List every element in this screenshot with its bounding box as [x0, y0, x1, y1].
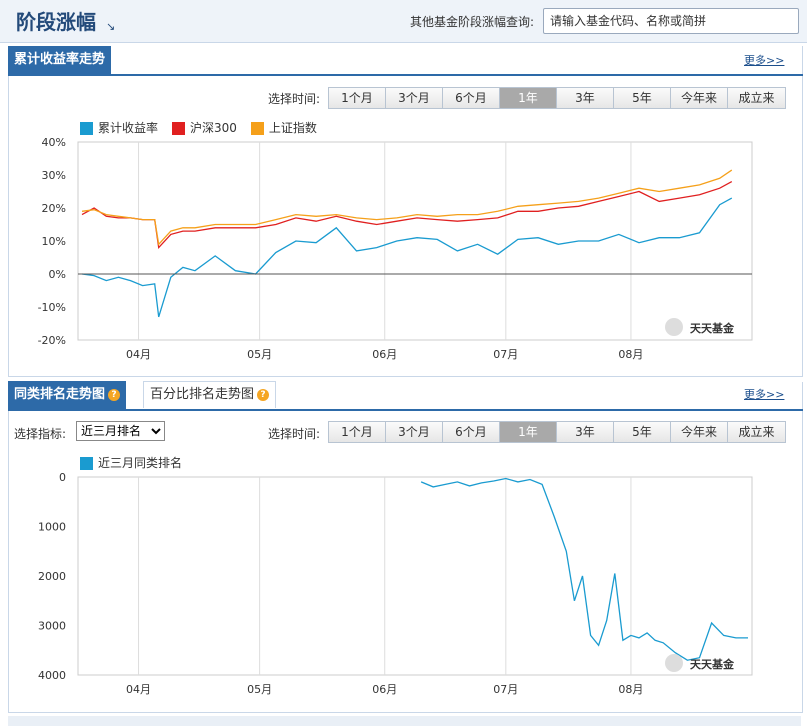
range-button-5[interactable]: 5年: [614, 88, 671, 108]
range-button-2[interactable]: 6个月: [443, 422, 500, 442]
range-button-3[interactable]: 1年: [500, 88, 557, 108]
legend-label: 沪深300: [190, 121, 237, 135]
y-tick-label: 20%: [42, 202, 66, 215]
watermark-logo-icon: [665, 654, 683, 672]
legend-label: 累计收益率: [98, 121, 159, 135]
y-tick-label: 3000: [38, 620, 66, 633]
range-button-3[interactable]: 1年: [500, 422, 557, 442]
section1-bar: [8, 46, 803, 76]
range-label-2: 选择时间:: [268, 427, 321, 441]
help-icon[interactable]: ?: [108, 388, 121, 401]
legend-item[interactable]: 上证指数: [250, 119, 317, 136]
section2-bar: [8, 381, 803, 411]
y-tick-label: -10%: [38, 301, 66, 314]
corner-arrow-icon: ↘: [106, 20, 116, 33]
x-tick-label: 07月: [493, 348, 518, 361]
legend-label: 近三月同类排名: [98, 456, 183, 470]
x-tick-label: 06月: [372, 348, 397, 361]
y-tick-label: 10%: [42, 235, 66, 248]
x-tick-label: 08月: [618, 348, 643, 361]
tab-rank-trend-label: 同类排名走势图: [14, 387, 106, 402]
x-tick-label: 08月: [618, 683, 643, 696]
more-link-1[interactable]: 更多>>: [744, 54, 785, 67]
range-button-6[interactable]: 今年来: [671, 88, 728, 108]
x-tick-label: 07月: [493, 683, 518, 696]
x-tick-label: 04月: [126, 348, 151, 361]
range-button-4[interactable]: 3年: [557, 422, 614, 442]
indicator-label: 选择指标:: [14, 427, 67, 441]
search-label: 其他基金阶段涨幅查询:: [410, 15, 535, 29]
range-button-1[interactable]: 3个月: [386, 422, 443, 442]
range-button-0[interactable]: 1个月: [329, 88, 386, 108]
legend-label: 上证指数: [268, 121, 317, 135]
range-button-4[interactable]: 3年: [557, 88, 614, 108]
watermark-logo-icon: [665, 318, 683, 336]
legend-swatch: [80, 122, 93, 135]
help-icon[interactable]: ?: [257, 388, 270, 401]
y-tick-label: 0: [59, 471, 66, 484]
range-button-2[interactable]: 6个月: [443, 88, 500, 108]
indicator-select[interactable]: 近三月排名: [76, 421, 165, 441]
range-button-5[interactable]: 5年: [614, 422, 671, 442]
watermark-text: 天天基金: [690, 657, 735, 671]
range-button-6[interactable]: 今年来: [671, 422, 728, 442]
y-tick-label: -20%: [38, 334, 66, 347]
x-tick-label: 06月: [372, 683, 397, 696]
watermark-text: 天天基金: [690, 321, 735, 335]
fund-search-input[interactable]: [543, 8, 799, 34]
series-line: [81, 181, 733, 250]
time-range-group-1: 1个月 3个月 6个月 1年 3年 5年 今年来 成立来: [328, 87, 786, 109]
legend-item[interactable]: 近三月同类排名: [80, 454, 182, 471]
legend-2: 近三月同类排名: [80, 454, 196, 471]
cumulative-return-chart: 04月 05月 06月 07月 08月 40% 30% 20% 10% 0% -10% -20% 天天基…: [38, 136, 753, 361]
footer-bar: [8, 716, 801, 726]
range-button-7[interactable]: 成立来: [728, 422, 785, 442]
x-tick-label: 05月: [247, 683, 272, 696]
y-tick-label: 0%: [49, 268, 66, 281]
y-tick-label: 4000: [38, 669, 66, 682]
legend-item[interactable]: 沪深300: [172, 119, 237, 136]
legend-swatch: [80, 457, 93, 470]
legend-swatch: [250, 122, 264, 135]
x-tick-label: 04月: [126, 683, 151, 696]
tab-percent-rank-label: 百分比排名走势图: [150, 387, 255, 402]
rank-trend-chart: 04月 05月 06月 07月 08月 0 1000 2000 3000 4000 天天基金: [38, 471, 753, 696]
y-tick-label: 2000: [38, 570, 66, 583]
legend-item[interactable]: 累计收益率: [80, 119, 158, 136]
tab-rank-trend[interactable]: 同类排名走势图?: [8, 381, 127, 409]
y-tick-label: 30%: [42, 169, 66, 182]
more-link-2[interactable]: 更多>>: [744, 388, 785, 401]
x-tick-label: 05月: [247, 348, 272, 361]
y-tick-label: 40%: [42, 136, 66, 149]
legend-1: 累计收益率 沪深300 上证指数: [80, 119, 331, 136]
page-title: 阶段涨幅: [16, 10, 96, 34]
range-button-7[interactable]: 成立来: [728, 88, 785, 108]
tab-cumulative-return[interactable]: 累计收益率走势: [8, 46, 112, 74]
time-range-group-2: 1个月 3个月 6个月 1年 3年 5年 今年来 成立来: [328, 421, 786, 443]
series-line: [81, 169, 733, 246]
series-line: [81, 197, 733, 318]
series-line: [420, 477, 748, 661]
tab-percent-rank[interactable]: 百分比排名走势图?: [143, 381, 277, 408]
legend-swatch: [172, 122, 186, 135]
range-button-0[interactable]: 1个月: [329, 422, 386, 442]
plot-frame: [77, 476, 753, 676]
y-tick-label: 1000: [38, 521, 66, 534]
range-label-1: 选择时间:: [268, 92, 321, 106]
range-button-1[interactable]: 3个月: [386, 88, 443, 108]
plot-frame: [77, 141, 753, 341]
